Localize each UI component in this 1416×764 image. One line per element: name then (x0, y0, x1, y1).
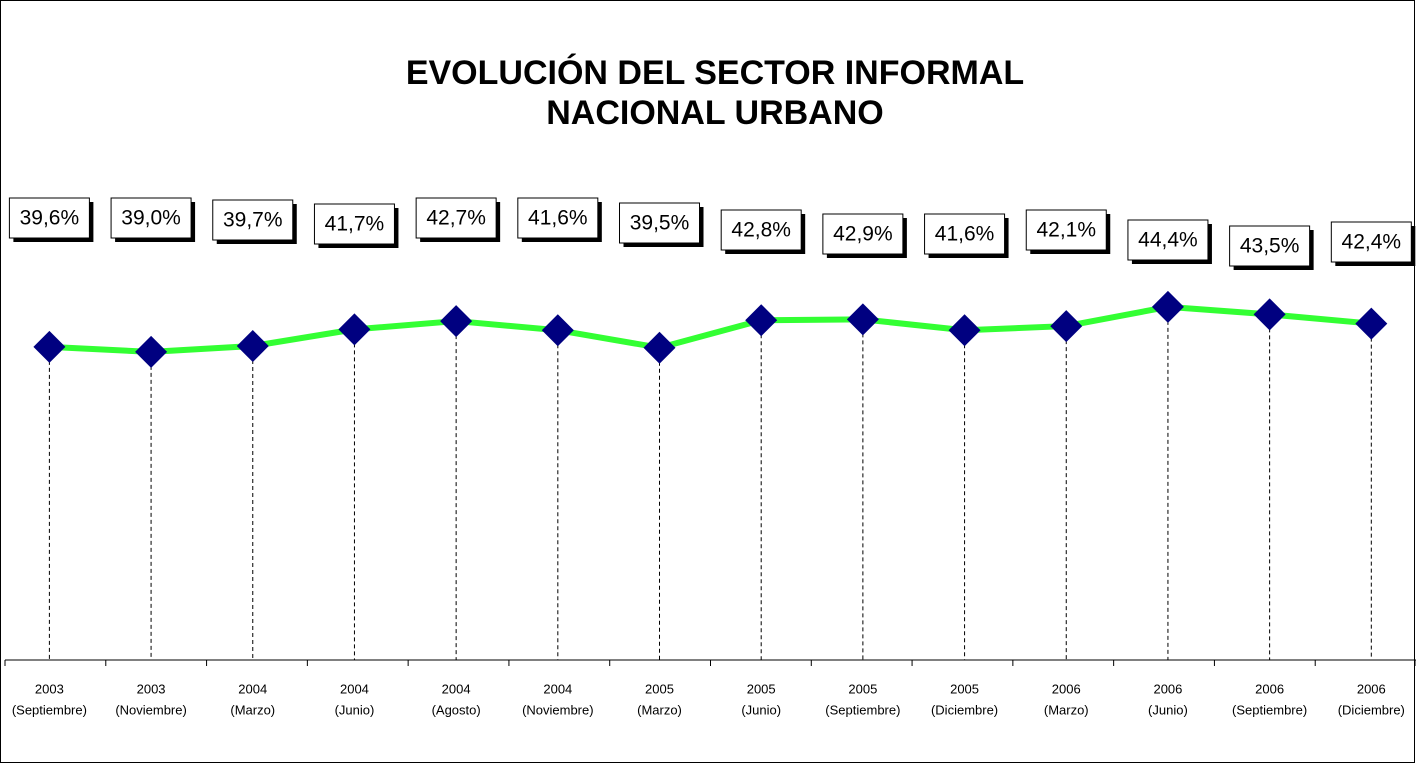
label-box (1127, 219, 1209, 261)
x-tick-label: (Noviembre) (522, 702, 594, 717)
x-tick-label: 2004 (238, 681, 267, 696)
x-tick-label: (Junio) (335, 702, 375, 717)
label-box (313, 203, 395, 245)
x-tick-label: (Septiembre) (1232, 702, 1307, 717)
x-tick-label: (Diciembre) (931, 702, 998, 717)
x-tick-label: (Marzo) (1044, 702, 1089, 717)
data-point (440, 305, 473, 338)
data-label: 42,4% (1342, 231, 1402, 254)
label-box (415, 197, 497, 239)
x-tick-label: (Junio) (741, 702, 781, 717)
data-point (1253, 298, 1286, 331)
x-tick-label: 2005 (645, 681, 674, 696)
x-tick-label: 2004 (543, 681, 572, 696)
label-box (1229, 225, 1311, 267)
data-point (1151, 290, 1184, 323)
x-tick-label: (Agosto) (432, 702, 481, 717)
data-label: 42,1% (1036, 219, 1096, 242)
label-box (8, 197, 90, 239)
data-point (541, 314, 574, 347)
data-label: 39,5% (630, 212, 690, 235)
data-label: 44,4% (1138, 229, 1198, 252)
label-box (720, 209, 802, 251)
data-point (643, 331, 676, 364)
x-tick-label: 2006 (1052, 681, 1081, 696)
data-point (846, 303, 879, 336)
label-box (212, 199, 294, 241)
data-label: 42,7% (426, 207, 486, 230)
data-label: 43,5% (1240, 235, 1300, 258)
data-point (948, 314, 981, 347)
data-label: 41,6% (528, 207, 588, 230)
data-line (49, 303, 1372, 355)
chart-title: NACIONAL URBANO (546, 94, 883, 132)
label-box (924, 213, 1006, 255)
x-tick-label: 2003 (35, 681, 64, 696)
x-tick-label: 2006 (1153, 681, 1182, 696)
data-label: 39,6% (20, 207, 80, 230)
label-box (1330, 221, 1412, 263)
label-box (822, 213, 904, 255)
data-label: 42,8% (731, 219, 791, 242)
x-tick-label: (Septiembre) (825, 702, 900, 717)
data-label: 41,7% (325, 213, 385, 236)
data-point (33, 330, 66, 363)
x-tick-label: 2005 (747, 681, 776, 696)
data-label: 39,7% (223, 209, 283, 232)
label-box (1025, 209, 1107, 251)
x-tick-label: (Noviembre) (115, 702, 187, 717)
data-point (1050, 310, 1083, 343)
data-label: 42,9% (833, 223, 893, 246)
x-tick-label: 2006 (1255, 681, 1284, 696)
x-tick-label: 2004 (442, 681, 471, 696)
x-tick-label: (Marzo) (637, 702, 682, 717)
label-box (619, 202, 701, 244)
data-label: 39,0% (121, 207, 181, 230)
label-box (517, 197, 599, 239)
label-box (110, 197, 192, 239)
data-label: 41,6% (935, 223, 995, 246)
x-tick-label: (Diciembre) (1338, 702, 1405, 717)
chart-title: EVOLUCIÓN DEL SECTOR INFORMAL (406, 54, 1024, 92)
x-tick-label: 2005 (950, 681, 979, 696)
x-tick-label: (Junio) (1148, 702, 1188, 717)
x-tick-label: 2005 (848, 681, 877, 696)
data-point (236, 330, 269, 363)
data-point (135, 335, 168, 368)
data-point (745, 304, 778, 337)
x-tick-label: (Marzo) (230, 702, 275, 717)
data-point (1355, 307, 1388, 340)
data-point (338, 313, 371, 346)
x-tick-label: 2003 (137, 681, 166, 696)
x-tick-label: 2004 (340, 681, 369, 696)
x-tick-label: (Septiembre) (12, 702, 87, 717)
x-tick-label: 2006 (1357, 681, 1386, 696)
